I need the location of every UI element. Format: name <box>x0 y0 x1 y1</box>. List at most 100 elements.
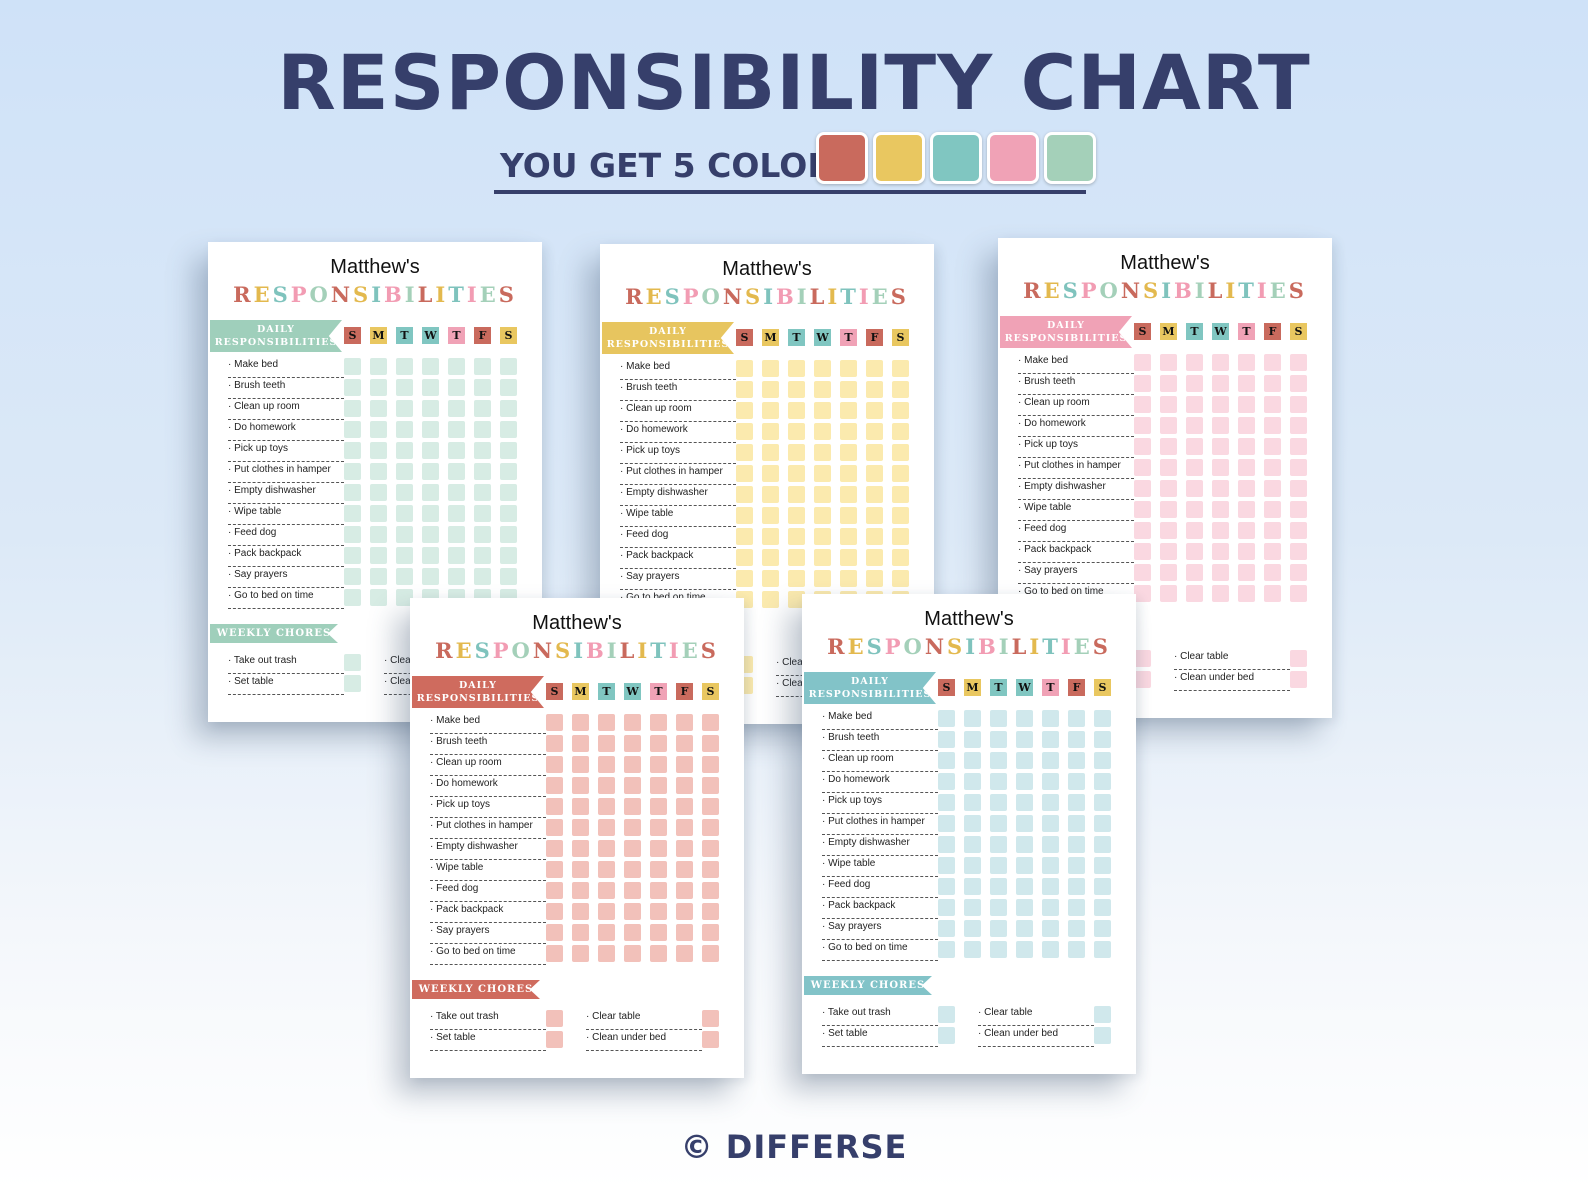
checkbox[interactable] <box>676 756 693 773</box>
checkbox[interactable] <box>1068 878 1085 895</box>
checkbox[interactable] <box>1212 585 1229 602</box>
checkbox[interactable] <box>866 465 883 482</box>
checkbox[interactable] <box>788 423 805 440</box>
checkbox[interactable] <box>598 861 615 878</box>
checkbox[interactable] <box>370 589 387 606</box>
checkbox[interactable] <box>1290 543 1307 560</box>
checkbox[interactable] <box>1264 459 1281 476</box>
checkbox[interactable] <box>1160 396 1177 413</box>
checkbox[interactable] <box>1160 480 1177 497</box>
checkbox[interactable] <box>964 752 981 769</box>
checkbox[interactable] <box>370 568 387 585</box>
checkbox[interactable] <box>938 731 955 748</box>
checkbox[interactable] <box>1264 522 1281 539</box>
checkbox[interactable] <box>1134 501 1151 518</box>
checkbox[interactable] <box>546 714 563 731</box>
checkbox[interactable] <box>624 924 641 941</box>
checkbox[interactable] <box>702 924 719 941</box>
checkbox[interactable] <box>866 507 883 524</box>
checkbox[interactable] <box>370 358 387 375</box>
checkbox[interactable] <box>762 444 779 461</box>
checkbox[interactable] <box>448 526 465 543</box>
checkbox[interactable] <box>1290 650 1307 667</box>
checkbox[interactable] <box>650 777 667 794</box>
checkbox[interactable] <box>1094 752 1111 769</box>
checkbox[interactable] <box>938 899 955 916</box>
checkbox[interactable] <box>1160 522 1177 539</box>
checkbox[interactable] <box>990 857 1007 874</box>
checkbox[interactable] <box>938 920 955 937</box>
checkbox[interactable] <box>546 840 563 857</box>
checkbox[interactable] <box>546 861 563 878</box>
checkbox[interactable] <box>1238 417 1255 434</box>
checkbox[interactable] <box>1264 354 1281 371</box>
checkbox[interactable] <box>1134 354 1151 371</box>
checkbox[interactable] <box>1212 480 1229 497</box>
checkbox[interactable] <box>448 484 465 501</box>
checkbox[interactable] <box>866 402 883 419</box>
checkbox[interactable] <box>1134 459 1151 476</box>
checkbox[interactable] <box>762 549 779 566</box>
checkbox[interactable] <box>964 878 981 895</box>
checkbox[interactable] <box>938 878 955 895</box>
checkbox[interactable] <box>448 547 465 564</box>
checkbox[interactable] <box>814 486 831 503</box>
checkbox[interactable] <box>572 798 589 815</box>
checkbox[interactable] <box>990 710 1007 727</box>
checkbox[interactable] <box>1186 459 1203 476</box>
checkbox[interactable] <box>1238 564 1255 581</box>
checkbox[interactable] <box>1134 564 1151 581</box>
checkbox[interactable] <box>1264 438 1281 455</box>
checkbox[interactable] <box>1042 941 1059 958</box>
checkbox[interactable] <box>396 400 413 417</box>
checkbox[interactable] <box>572 756 589 773</box>
checkbox[interactable] <box>736 444 753 461</box>
checkbox[interactable] <box>448 442 465 459</box>
checkbox[interactable] <box>814 444 831 461</box>
checkbox[interactable] <box>598 714 615 731</box>
checkbox[interactable] <box>964 941 981 958</box>
checkbox[interactable] <box>676 777 693 794</box>
checkbox[interactable] <box>1016 878 1033 895</box>
checkbox[interactable] <box>702 798 719 815</box>
checkbox[interactable] <box>474 442 491 459</box>
checkbox[interactable] <box>1094 1006 1111 1023</box>
checkbox[interactable] <box>546 735 563 752</box>
checkbox[interactable] <box>702 1010 719 1027</box>
checkbox[interactable] <box>788 507 805 524</box>
checkbox[interactable] <box>422 526 439 543</box>
checkbox[interactable] <box>1264 564 1281 581</box>
checkbox[interactable] <box>1134 543 1151 560</box>
checkbox[interactable] <box>938 773 955 790</box>
checkbox[interactable] <box>736 402 753 419</box>
checkbox[interactable] <box>1016 752 1033 769</box>
checkbox[interactable] <box>866 360 883 377</box>
checkbox[interactable] <box>474 484 491 501</box>
checkbox[interactable] <box>1134 396 1151 413</box>
checkbox[interactable] <box>396 442 413 459</box>
checkbox[interactable] <box>1238 354 1255 371</box>
checkbox[interactable] <box>1094 857 1111 874</box>
checkbox[interactable] <box>650 945 667 962</box>
checkbox[interactable] <box>572 945 589 962</box>
checkbox[interactable] <box>1042 857 1059 874</box>
checkbox[interactable] <box>1238 396 1255 413</box>
checkbox[interactable] <box>474 505 491 522</box>
checkbox[interactable] <box>344 400 361 417</box>
checkbox[interactable] <box>344 379 361 396</box>
checkbox[interactable] <box>1042 899 1059 916</box>
checkbox[interactable] <box>650 735 667 752</box>
checkbox[interactable] <box>990 752 1007 769</box>
checkbox[interactable] <box>788 360 805 377</box>
checkbox[interactable] <box>866 381 883 398</box>
checkbox[interactable] <box>1042 710 1059 727</box>
checkbox[interactable] <box>1212 354 1229 371</box>
checkbox[interactable] <box>990 920 1007 937</box>
checkbox[interactable] <box>474 526 491 543</box>
checkbox[interactable] <box>1068 815 1085 832</box>
checkbox[interactable] <box>344 526 361 543</box>
checkbox[interactable] <box>396 547 413 564</box>
checkbox[interactable] <box>1160 459 1177 476</box>
checkbox[interactable] <box>938 1027 955 1044</box>
checkbox[interactable] <box>422 463 439 480</box>
